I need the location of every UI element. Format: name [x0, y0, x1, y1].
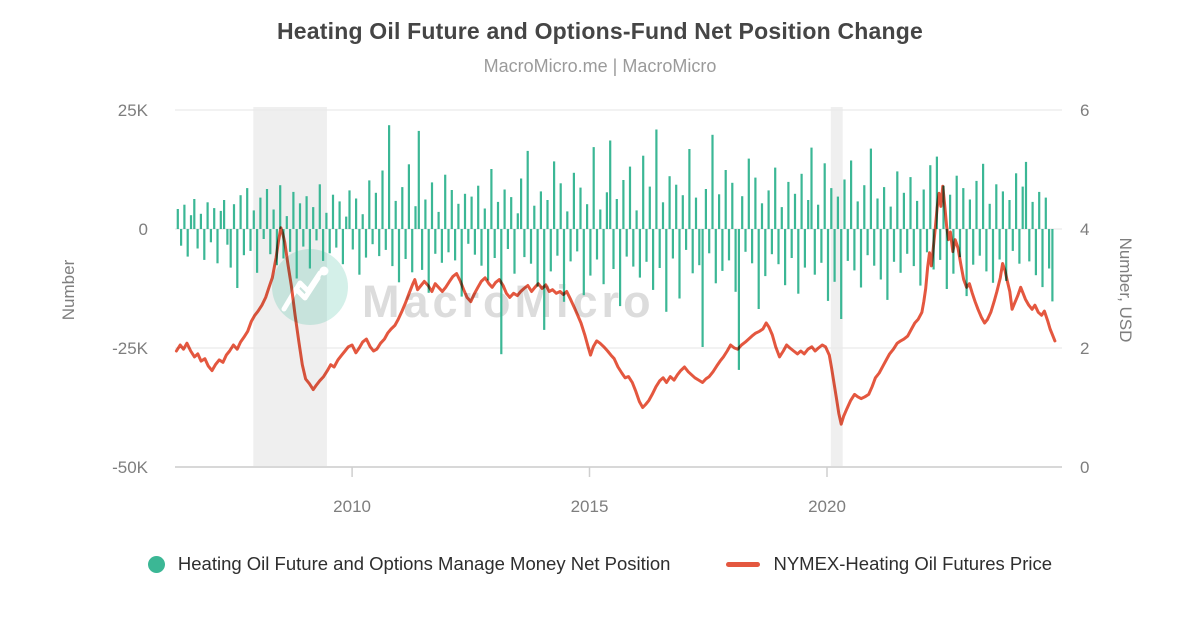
left-tick-neg50k: -50K	[112, 458, 149, 477]
logo-dot	[319, 266, 329, 276]
legend-label-futures-price: NYMEX-Heating Oil Futures Price	[773, 553, 1053, 574]
futures-price-line	[174, 184, 1057, 426]
x-tick-2010: 2010	[333, 497, 371, 516]
left-tick-neg25k: -25K	[112, 339, 149, 358]
legend-label-net-position: Heating Oil Future and Options Manage Mo…	[177, 553, 671, 574]
legend-line-marker	[726, 561, 761, 567]
right-tick-2: 2	[1080, 339, 1089, 358]
legend-item-futures-price[interactable]: NYMEX-Heating Oil Futures Price	[726, 553, 1052, 575]
right-tick-4: 4	[1080, 220, 1089, 239]
legend-circle-marker	[147, 555, 165, 573]
legend-item-net-position[interactable]: Heating Oil Future and Options Manage Mo…	[147, 553, 671, 575]
legend: Heating Oil Future and Options Manage Mo…	[0, 553, 1200, 575]
x-axis-tick-labels: 2010 2015 2020	[333, 497, 846, 516]
left-axis-tick-labels: 25K 0 -25K -50K	[112, 101, 149, 477]
net-position-bars	[176, 125, 1054, 370]
x-axis-ticks	[351, 467, 828, 477]
left-tick-0: 0	[139, 220, 148, 239]
left-axis-title: Number	[59, 259, 78, 320]
watermark-text: MacroMicro	[362, 276, 655, 327]
watermark: MacroMicro	[272, 249, 655, 327]
macromicro-logo-icon	[281, 270, 323, 312]
left-tick-25k: 25K	[118, 101, 149, 120]
x-tick-2020: 2020	[808, 497, 846, 516]
page-title: Heating Oil Future and Options-Fund Net …	[276, 18, 924, 44]
page-subtitle: MacroMicro.me | MacroMicro	[483, 56, 717, 76]
right-tick-0: 0	[1080, 458, 1089, 477]
right-axis-title: Number, USD	[1116, 238, 1135, 343]
right-tick-6: 6	[1080, 101, 1089, 120]
right-axis-tick-labels: 6 4 2 0	[1080, 101, 1089, 477]
x-tick-2015: 2015	[571, 497, 609, 516]
